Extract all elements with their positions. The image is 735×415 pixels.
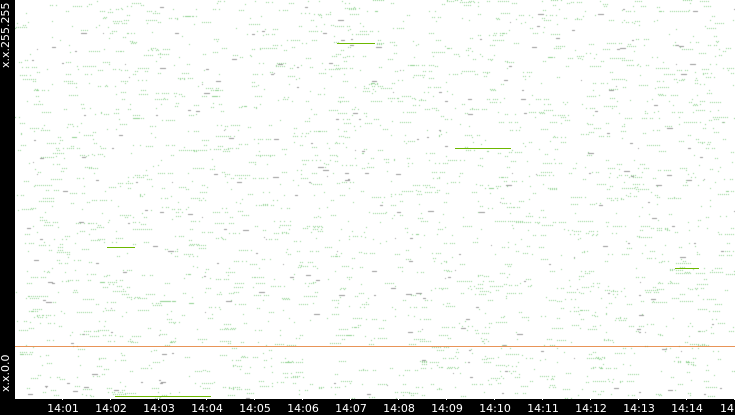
x-tick-label: 14:08 [383,402,415,415]
persistent-traffic-line [15,346,735,348]
x-tick [446,395,447,400]
y-tick-label-top: x.x.255.255 [0,2,12,68]
x-tick-label: 14:11 [527,402,559,415]
x-tick-label: 14:10 [479,402,511,415]
x-tick [686,395,687,400]
x-tick-label: 14:13 [623,402,655,415]
highlight-segment [336,42,375,44]
x-tick [398,395,399,400]
scatter-plot-area [15,0,735,399]
x-tick [590,395,591,400]
x-tick [206,395,207,400]
x-tick-label: 14:02 [95,402,127,415]
x-tick-label: 14:12 [575,402,607,415]
x-tick [110,395,111,400]
x-tick [62,395,63,400]
x-tick-label: 14:07 [335,402,367,415]
y-axis: x.x.255.255 x.x.0.0 [0,0,15,415]
x-tick-label: 14:04 [191,402,223,415]
x-tick [302,395,303,400]
x-tick-label: 14 [720,402,734,415]
y-tick-label-bottom: x.x.0.0 [0,354,12,392]
x-tick [158,395,159,400]
x-tick [638,395,639,400]
x-tick [254,395,255,400]
x-tick [494,395,495,400]
x-tick-label: 14:01 [47,402,79,415]
x-tick-label: 14:05 [239,402,271,415]
x-axis [0,399,735,415]
x-tick [542,395,543,400]
highlight-segment [107,247,135,249]
x-tick-label: 14:03 [143,402,175,415]
highlight-segment [115,395,211,397]
highlight-segment [455,148,511,150]
x-tick [350,395,351,400]
highlight-segment [675,268,699,270]
x-tick-label: 14:06 [287,402,319,415]
x-tick-label: 14:09 [431,402,463,415]
x-tick-label: 14:14 [671,402,703,415]
